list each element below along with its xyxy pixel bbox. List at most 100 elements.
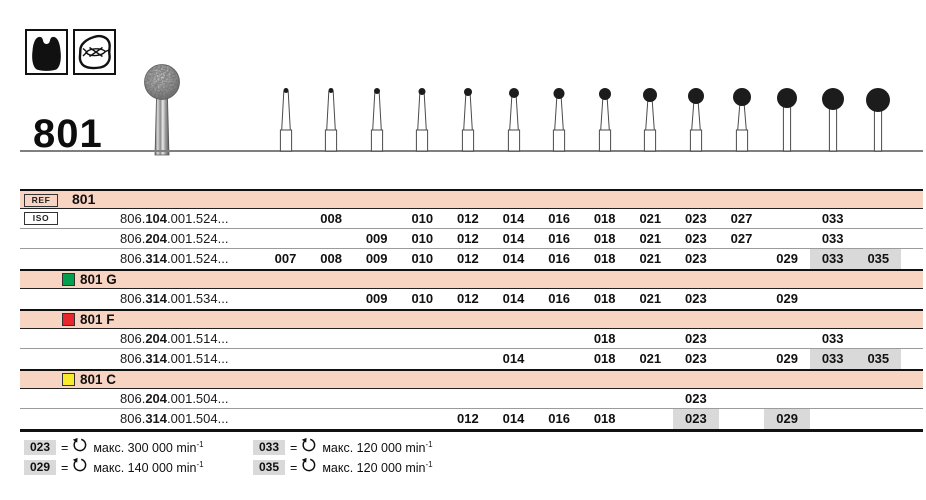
size-cell: 016 [548,411,570,426]
size-cell: 018 [593,251,616,266]
bur-silhouette-023 [687,88,704,152]
rotation-speed-icon [72,457,88,478]
section-code: 801 [72,191,96,207]
section-code: 801 G [80,272,117,287]
tooth-crown-icon [25,29,68,75]
section-header-801-c: 801 C [20,371,923,389]
iso-number: 806.314.001.524... [120,251,229,266]
size-cell: 014 [502,291,525,306]
iso-row: 806.204.001.524... 009 010 012 014 016 018 021 0… [20,229,923,249]
iso-number: 806.104.001.524... [120,211,229,226]
bur-silhouette-021 [643,88,658,152]
table-top-border [20,189,923,191]
section-color-square [62,313,75,326]
bur-silhouette-027 [732,88,751,152]
equals-sign: = [290,440,298,455]
size-cell: 033 [821,331,844,346]
size-cell: 012 [457,211,479,226]
legend-size-badge: 033 [253,440,285,455]
size-cell: 018 [593,411,616,426]
bur-silhouettes-row [0,0,926,160]
size-cell: 023 [685,331,707,346]
size-cell: 023 [685,211,707,226]
size-cell: 010 [411,251,434,266]
size-cell: 014 [502,411,525,426]
size-cell: 010 [411,211,434,226]
occlusal-surface-glyph [78,34,111,70]
bur-silhouette-016 [552,88,566,152]
size-cell: 016 [548,251,570,266]
bur-silhouette-014 [507,88,520,152]
size-cell: 010 [411,231,434,246]
section-header-801-f: 801 F [20,311,923,329]
iso-number: 806.204.001.504... [120,391,229,406]
size-cell: 018 [593,211,616,226]
legend-size-badge: 029 [24,460,56,475]
size-cell: 018 [593,231,616,246]
size-cell: 008 [320,211,342,226]
size-cell: 021 [639,211,662,226]
bur-silhouette-012 [461,88,474,152]
legend-item: 033 = макс. 120 000 min-1 [253,437,433,455]
size-cell: 018 [593,351,616,366]
size-cell: 009 [365,251,388,266]
legend-speed-text: макс. 140 000 min-1 [93,459,204,475]
size-cell: 033 [809,249,856,269]
size-cell: 033 [821,231,844,246]
tooth-crown-glyph [32,36,61,71]
legend-size-badge: 023 [24,440,56,455]
size-cell: 023 [685,291,707,306]
size-cell: 029 [776,251,798,266]
size-cell: 027 [730,211,753,226]
product-code: 801 [33,112,103,156]
size-cell: 012 [457,231,479,246]
size-cell: 021 [639,231,662,246]
section-divider [20,429,923,432]
size-cell: 016 [548,291,570,306]
size-cell: 016 [548,211,570,226]
size-cell: 023 [685,391,707,406]
section-code: 801 C [80,372,117,387]
iso-row: 806.314.001.514... 014 018 021 023 029 033 035 [20,349,923,369]
section-header-801-g: 801 G [20,271,923,289]
size-cell: 012 [457,411,479,426]
size-cell: 009 [365,291,388,306]
section-divider [20,369,923,371]
diamond-ball-bur-photo [144,64,180,156]
size-cell: 012 [457,291,479,306]
iso-row: 806.314.001.504... 012 014 016 018 023 029 [20,409,923,429]
rotation-speed-icon [301,457,317,478]
bur-silhouette-018 [598,88,611,152]
size-cell: 023 [685,231,707,246]
legend-size-badge: 035 [253,460,285,475]
size-cell: 029 [776,291,798,306]
section-header-801: REF 801 [20,191,923,209]
equals-sign: = [61,460,69,475]
iso-row: 806.314.001.534... 009 010 012 014 016 018 021 0… [20,289,923,309]
iso-row: 806.204.001.504... 023 [20,389,923,409]
size-cell: 033 [821,211,844,226]
rotation-speed-icon [301,437,317,458]
iso-row: ISO 806.104.001.524... 008 010 012 014 016 018 0… [20,209,923,229]
size-cell: 029 [764,409,811,429]
size-cell: 016 [548,231,570,246]
legend-item: 023 = макс. 300 000 min-1 [24,437,204,455]
size-cell: 014 [502,251,525,266]
iso-row: 806.204.001.514... 018 023 033 [20,329,923,349]
iso-number: 806.204.001.514... [120,331,229,346]
section-code: 801 F [80,312,115,327]
iso-number: 806.314.001.504... [120,411,229,426]
iso-number: 806.204.001.524... [120,231,229,246]
size-cell: 035 [855,249,902,269]
size-cell: 033 [809,349,856,369]
size-cell: 021 [639,291,662,306]
equals-sign: = [61,440,69,455]
section-color-square [62,373,75,386]
size-cell: 012 [457,251,479,266]
bur-silhouette-009 [370,88,383,152]
size-cell: 007 [274,251,297,266]
iso-number: 806.314.001.514... [120,351,229,366]
size-cell: 014 [502,231,525,246]
size-cell: 029 [776,351,798,366]
size-cell: 008 [320,251,342,266]
